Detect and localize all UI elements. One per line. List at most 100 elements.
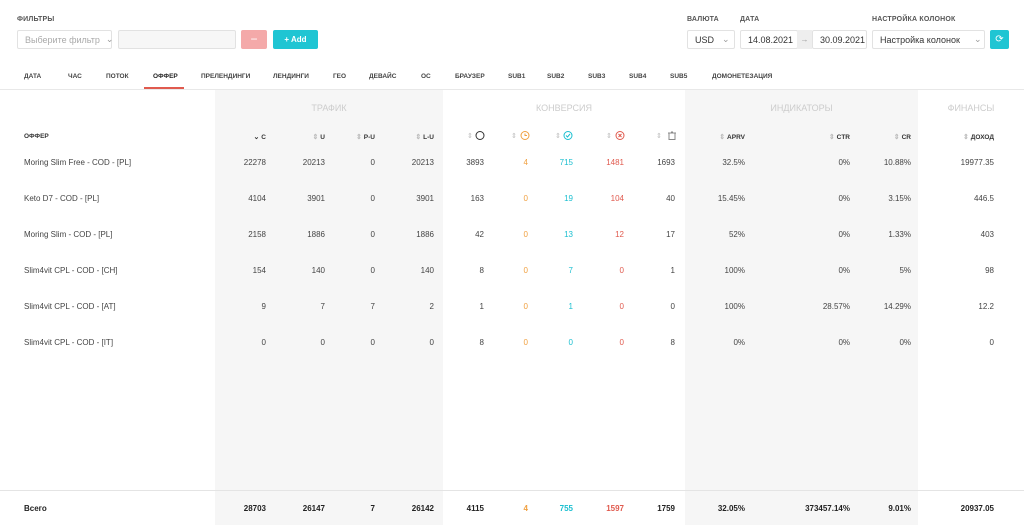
cell: 32.05% <box>717 504 745 513</box>
sort-icon: ⇕ <box>828 134 837 141</box>
offer-name: Всего <box>24 504 47 513</box>
sort-icon: ⇕ <box>606 132 612 140</box>
icon-trash <box>668 131 676 140</box>
date-to[interactable]: 30.09.2021 <box>812 30 867 49</box>
cell: 3893 <box>466 158 484 167</box>
columns-select[interactable]: Настройка колонок ⌄ <box>872 30 985 49</box>
cell: 154 <box>252 266 266 275</box>
refresh-button[interactable]: ⟳ <box>990 30 1009 49</box>
cell: 9.01% <box>888 504 911 513</box>
cell: 715 <box>559 158 573 167</box>
column-header[interactable]: ⌄ C <box>253 134 266 141</box>
tab[interactable]: SUB5 <box>670 73 688 80</box>
column-header[interactable]: ⇕ L-U <box>415 134 434 141</box>
sort-icon: ⇕ <box>511 132 517 140</box>
remove-button[interactable]: − <box>241 30 267 49</box>
cell: 0% <box>838 338 850 347</box>
tab[interactable]: ДАТА <box>24 73 42 80</box>
tab[interactable]: ДЕВАЙС <box>369 73 397 80</box>
tab[interactable]: SUB1 <box>508 73 526 80</box>
column-header[interactable]: ⇕ CR <box>893 134 911 141</box>
tab[interactable]: ЛЕНДИНГИ <box>273 73 309 80</box>
date-label: ДАТА <box>740 16 760 23</box>
column-header[interactable]: ⇕ ДОХОД <box>962 134 994 141</box>
tab[interactable]: SUB4 <box>629 73 647 80</box>
cell: 4 <box>523 158 528 167</box>
sort-icon: ⇕ <box>555 132 561 140</box>
cell: 17 <box>666 230 675 239</box>
filter-select[interactable]: Выберите фильтр ⌄ <box>17 30 113 49</box>
column-header[interactable]: ⇕ U <box>312 134 325 141</box>
cell: 5% <box>899 266 911 275</box>
cell: 0 <box>670 302 675 311</box>
offer-name: Slim4vit CPL - COD - [IT] <box>24 338 114 347</box>
filters-label: ФИЛЬТРЫ <box>17 16 55 23</box>
cell: 140 <box>420 266 434 275</box>
traffic-stripe <box>215 90 443 525</box>
cell: 10.88% <box>883 158 911 167</box>
cell: 0 <box>370 230 375 239</box>
cell: 26142 <box>411 504 434 513</box>
cell: 3901 <box>416 194 434 203</box>
add-button[interactable]: + Add <box>273 30 318 49</box>
cell: 1.33% <box>888 230 911 239</box>
cell: 163 <box>470 194 484 203</box>
tab[interactable]: ПРЕЛЕНДИНГИ <box>201 73 251 80</box>
column-header[interactable]: ⇕ APRV <box>719 134 745 141</box>
offer-name: Moring Slim - COD - [PL] <box>24 230 113 239</box>
cell: 9 <box>261 302 266 311</box>
cell: 4104 <box>248 194 266 203</box>
cell: 8 <box>479 266 484 275</box>
offer-name: Slim4vit CPL - COD - [AT] <box>24 302 116 311</box>
cell: 32.5% <box>722 158 745 167</box>
tab[interactable]: ЧАС <box>68 73 82 80</box>
icon-rejected <box>615 131 625 140</box>
cell: 0 <box>619 302 624 311</box>
cell: 100% <box>724 266 745 275</box>
tab[interactable]: ГЕО <box>333 73 347 80</box>
cell: 0 <box>523 302 528 311</box>
filter-input[interactable] <box>118 30 236 49</box>
conversion-icons: ⇕ ⇕ ⇕ ⇕ ⇕ <box>467 131 676 140</box>
sort-icon: ⇕ <box>719 134 728 141</box>
cell: 755 <box>559 504 573 513</box>
cell: 3901 <box>307 194 325 203</box>
column-header[interactable]: ⇕ P-U <box>355 134 375 141</box>
currency-select[interactable]: USD ⌄ <box>687 30 735 49</box>
cell: 0% <box>899 338 911 347</box>
cell: 4115 <box>466 504 484 513</box>
group-header: КОНВЕРСИЯ <box>535 103 593 113</box>
cell: 3.15% <box>888 194 911 203</box>
tab[interactable]: ОФФЕР <box>153 73 178 80</box>
cell: 12 <box>615 230 624 239</box>
cell: 0 <box>320 338 325 347</box>
cell: 0% <box>838 158 850 167</box>
tab[interactable]: ДОМОНЕТЕЗАЦИЯ <box>712 73 773 80</box>
chevron: ⌄ <box>973 34 982 44</box>
date-from[interactable]: 14.08.2021 <box>740 30 798 49</box>
cell: 19 <box>564 194 573 203</box>
cell: 42 <box>475 230 484 239</box>
cell: 0 <box>370 338 375 347</box>
cell: 8 <box>479 338 484 347</box>
cell: 7 <box>370 504 375 513</box>
column-header[interactable]: ⇕ CTR <box>828 134 850 141</box>
sort-icon: ⇕ <box>656 132 662 140</box>
cell: 98 <box>985 266 994 275</box>
cell: 0 <box>989 338 994 347</box>
tab[interactable]: SUB2 <box>547 73 565 80</box>
cell: 28.57% <box>822 302 850 311</box>
tab[interactable]: SUB3 <box>588 73 606 80</box>
cell: 1 <box>670 266 675 275</box>
cell: 1597 <box>606 504 624 513</box>
tab[interactable]: БРАУЗЕР <box>455 73 485 80</box>
sort-icon: ⇕ <box>962 134 971 141</box>
tab[interactable]: ПОТОК <box>106 73 129 80</box>
cell: 7 <box>320 302 325 311</box>
tab[interactable]: ОС <box>421 73 431 80</box>
tabs-divider <box>0 89 1024 90</box>
offer-name: Keto D7 - COD - [PL] <box>24 194 100 203</box>
cell: 1886 <box>307 230 325 239</box>
cell: 20937.05 <box>960 504 994 513</box>
